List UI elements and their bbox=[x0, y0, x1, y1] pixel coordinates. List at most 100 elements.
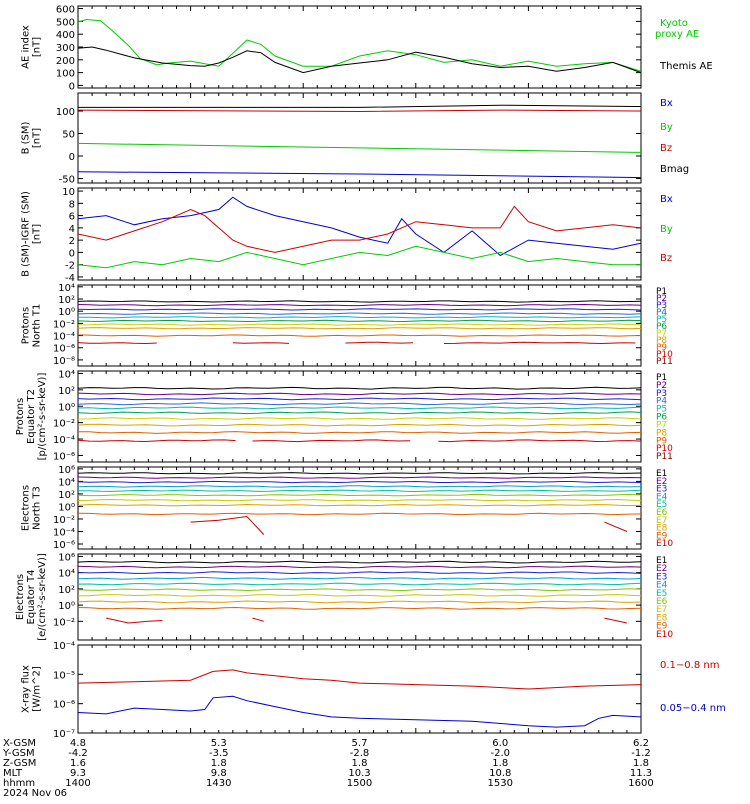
axis-row-label: Z-GSM bbox=[3, 758, 36, 769]
legend-p_north: P4 bbox=[656, 308, 667, 318]
series-line-bsm bbox=[77, 109, 642, 113]
legend-p_north: P7 bbox=[656, 329, 667, 339]
ytick-label-xray: 10⁻⁴ bbox=[53, 641, 75, 652]
ytick-label-p_north: 10⁻⁶ bbox=[53, 344, 75, 355]
channel-line-p_north bbox=[77, 342, 157, 345]
channel-line-p_equator bbox=[77, 386, 642, 390]
ytick-label-ae: 0 bbox=[69, 81, 75, 92]
axis-column-value: 6.2 bbox=[633, 738, 649, 749]
series-line-bdiff bbox=[77, 205, 642, 253]
legend-p_equator: P3 bbox=[656, 389, 667, 399]
channel-line-e_equator bbox=[77, 576, 642, 580]
ytick-label-e_north: 10⁻⁴ bbox=[53, 527, 75, 538]
ytick-label-bdiff: -2 bbox=[65, 261, 75, 272]
ylabel-bsm: B (SM) bbox=[21, 121, 32, 154]
legend-bsm: By bbox=[660, 122, 673, 133]
legend-e_equator: E2 bbox=[656, 564, 667, 574]
ylabel-p_equator: Equator T2 bbox=[26, 389, 37, 444]
ytick-label-p_equator: 10⁻⁴ bbox=[53, 435, 75, 446]
channel-line-p_equator bbox=[77, 439, 236, 443]
series-line-bsm bbox=[77, 142, 642, 153]
ytick-label-e_north: 10⁶ bbox=[58, 465, 75, 476]
ylabel-p_north: Protons bbox=[21, 307, 32, 344]
legend-p_equator: P1 bbox=[656, 373, 667, 383]
channel-line-p_north bbox=[77, 327, 642, 330]
legend-p_equator: P7 bbox=[656, 420, 667, 430]
axis-column-value: 5.3 bbox=[211, 738, 227, 749]
ylabel-p_equator: Protons bbox=[15, 398, 26, 435]
channel-line-e_equator bbox=[77, 594, 642, 597]
legend-e_equator: E1 bbox=[656, 556, 667, 566]
panel-frame-bsm bbox=[77, 92, 642, 184]
ytick-label-xray: 10⁻⁵ bbox=[53, 670, 75, 681]
ytick-label-p_equator: 10⁻⁶ bbox=[53, 451, 75, 462]
ytick-label-ae: 600 bbox=[56, 5, 75, 16]
channel-line-e_north bbox=[190, 515, 265, 535]
ytick-label-p_north: 10² bbox=[58, 295, 75, 306]
legend-p_equator: P5 bbox=[656, 405, 667, 415]
channel-line-p_north bbox=[77, 319, 642, 323]
channel-line-e_equator bbox=[77, 582, 642, 586]
legend-p_north: P1 bbox=[656, 287, 667, 297]
ytick-label-ae: 400 bbox=[56, 30, 75, 41]
legend-p_equator: P9 bbox=[656, 436, 667, 446]
legend-e_equator: E5 bbox=[656, 589, 667, 599]
ylabel-p_north: North T1 bbox=[32, 304, 43, 348]
legend-ae: Kyoto bbox=[660, 18, 688, 29]
legend-p_north: P6 bbox=[656, 322, 667, 332]
series-line-xray bbox=[77, 695, 642, 728]
ytick-label-bdiff: 2 bbox=[69, 236, 75, 247]
channel-line-p_equator bbox=[252, 439, 411, 443]
ytick-label-p_north: 10⁻⁸ bbox=[53, 356, 75, 367]
series-line-bdiff bbox=[77, 245, 641, 269]
panel-frame-ae bbox=[77, 5, 642, 89]
legend-e_north: E3 bbox=[656, 485, 667, 495]
ytick-label-e_equator: 10⁻² bbox=[53, 617, 75, 628]
legend-e_equator: E7 bbox=[656, 605, 667, 615]
panel-frame-p_equator bbox=[77, 370, 642, 463]
axis-row-label: MLT bbox=[3, 768, 23, 779]
channel-line-e_north bbox=[77, 476, 642, 479]
axis-column-value: 1.8 bbox=[211, 758, 227, 769]
ylabel-p_equator: [p/(cm²-s-sr-keV)] bbox=[37, 373, 48, 461]
channel-line-p_equator bbox=[77, 392, 642, 396]
ytick-label-p_north: 10⁰ bbox=[58, 307, 75, 318]
channel-line-e_equator bbox=[77, 571, 642, 575]
channel-line-p_equator bbox=[77, 406, 642, 410]
ylabel-e_equator: Equator T4 bbox=[26, 570, 37, 625]
ytick-label-e_equator: 10² bbox=[58, 585, 75, 596]
ytick-label-bdiff: -4 bbox=[65, 273, 75, 284]
channel-line-e_equator bbox=[77, 600, 642, 604]
legend-xray: 0.1−0.8 nm bbox=[660, 660, 719, 671]
axis-column-value: 1.8 bbox=[352, 758, 368, 769]
ylabel-ae: AE index bbox=[21, 25, 32, 69]
legend-p_equator: P6 bbox=[656, 413, 667, 423]
axis-column-value: 10.8 bbox=[489, 768, 511, 779]
channel-line-p_north bbox=[232, 342, 290, 344]
channel-line-p_north bbox=[345, 341, 414, 344]
legend-p_north: P2 bbox=[656, 294, 667, 304]
ytick-label-xray: 10⁻⁶ bbox=[53, 700, 75, 711]
legend-e_equator: E4 bbox=[656, 581, 668, 591]
channel-line-p_north bbox=[77, 300, 642, 303]
legend-bsm: Bmag bbox=[660, 164, 689, 175]
axis-column-value: 9.3 bbox=[70, 768, 86, 779]
legend-e_north: E4 bbox=[656, 492, 668, 502]
legend-bdiff: Bx bbox=[660, 194, 673, 205]
ytick-label-e_equator: 10⁰ bbox=[58, 601, 75, 612]
legend-p_equator: P8 bbox=[656, 428, 667, 438]
legend-e_north: E8 bbox=[656, 524, 668, 534]
legend-e_equator: E10 bbox=[656, 630, 673, 640]
axis-column-value: -4.2 bbox=[68, 748, 88, 759]
ylabel-ae: [nT] bbox=[32, 37, 43, 57]
ylabel-xray: X-ray flux bbox=[21, 665, 32, 713]
legend-bsm: Bz bbox=[660, 143, 672, 154]
legend-p_north: P5 bbox=[656, 315, 667, 325]
ytick-label-e_north: 10⁴ bbox=[58, 477, 75, 488]
ytick-label-p_north: 10⁻⁴ bbox=[53, 332, 75, 343]
legend-p_north: P11 bbox=[656, 357, 673, 367]
series-line-bdiff bbox=[77, 196, 642, 257]
channel-line-p_equator bbox=[77, 402, 642, 406]
legend-p_equator: P4 bbox=[656, 397, 667, 407]
